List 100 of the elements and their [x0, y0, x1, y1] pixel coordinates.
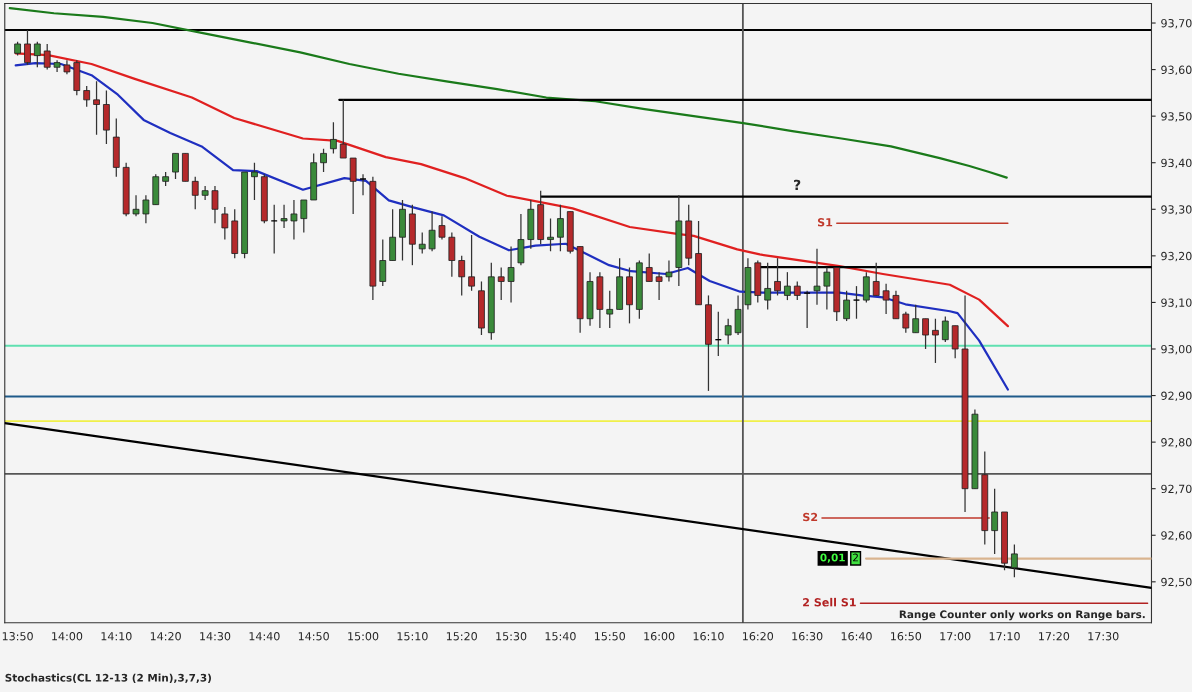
candlestick — [774, 257, 781, 297]
x-tick-label: 16:00 — [644, 632, 675, 641]
x-tick-label: 15:40 — [545, 632, 576, 641]
x-tick-label: 17:10 — [989, 632, 1020, 641]
candlestick — [280, 204, 288, 229]
x-tick-label: 16:50 — [891, 632, 922, 641]
candlestick — [468, 234, 475, 292]
x-tick-label: 17:30 — [1088, 632, 1119, 641]
annotation: Range Counter only works on Range bars. — [899, 610, 1145, 621]
candlestick — [813, 248, 821, 306]
series-label: S1 — [817, 218, 833, 227]
candlestick — [872, 262, 880, 297]
candlestick — [93, 80, 100, 136]
candlestick — [645, 252, 653, 283]
candlestick — [902, 311, 910, 334]
candlestick — [764, 262, 772, 311]
x-tick-label: 15:20 — [446, 632, 477, 641]
x-tick-label: 14:00 — [52, 632, 83, 641]
candlestick — [665, 259, 673, 283]
candlestick — [922, 318, 929, 350]
candlestick — [191, 176, 199, 210]
x-tick-label: 15:10 — [397, 632, 428, 641]
candlestick — [270, 204, 278, 255]
candlestick — [547, 217, 554, 252]
candlestick — [1011, 543, 1018, 578]
line-series — [8, 7, 1008, 179]
x-tick-label: 16:30 — [792, 632, 823, 641]
x-tick-label: 16:40 — [841, 632, 872, 641]
annotation: 2 — [853, 553, 858, 562]
candlestick — [211, 185, 219, 224]
y-tick-label: 93,10 — [1161, 298, 1192, 308]
candlestick — [951, 325, 959, 359]
candlestick — [458, 255, 466, 297]
x-tick-label: 14:50 — [298, 632, 329, 641]
candlestick — [43, 43, 51, 71]
candlestick — [734, 294, 742, 336]
y-tick-label: 93,20 — [1161, 251, 1192, 262]
x-tick-label: 14:30 — [200, 632, 231, 641]
candlestick — [843, 290, 850, 322]
candlestick — [330, 121, 337, 155]
x-tick-label: 16:20 — [742, 632, 774, 641]
x-tick-label: 15:50 — [594, 632, 626, 641]
candlestick — [349, 157, 357, 215]
annotation: 0,01 — [820, 553, 845, 563]
candlestick — [438, 215, 446, 241]
y-tick-label: 93,70 — [1161, 18, 1192, 29]
y-tick-label: 92,90 — [1161, 391, 1192, 402]
series-label: 2 Sell S1 — [803, 597, 856, 607]
candlestick — [892, 290, 900, 320]
x-tick-label: 17:00 — [940, 632, 971, 641]
y-tick-label: 93,00 — [1161, 344, 1192, 355]
candlestick — [379, 238, 387, 287]
y-tick-label: 92,50 — [1161, 577, 1192, 588]
candlestick — [862, 271, 870, 304]
candlestick — [852, 285, 861, 320]
candlestick — [24, 29, 31, 66]
candlestick — [784, 271, 791, 301]
text: Stochastics(CL 12-13 (2 Min),3,7,3) — [5, 673, 211, 684]
candlestick — [823, 266, 831, 311]
candlestick — [359, 173, 367, 196]
y-tick-label: 93,40 — [1161, 158, 1192, 169]
candlestick — [793, 280, 801, 301]
candlestick — [201, 185, 209, 201]
candlestick — [724, 318, 732, 345]
candlestick — [606, 290, 614, 329]
candlestick — [428, 210, 436, 252]
candlestick — [497, 266, 505, 301]
candlestick — [389, 208, 397, 262]
candlestick — [507, 245, 515, 304]
y-tick-label: 92,80 — [1161, 438, 1192, 448]
candlestick — [339, 99, 347, 159]
candlestick — [517, 213, 525, 266]
x-tick-label: 14:10 — [101, 632, 132, 641]
candlestick — [882, 283, 890, 315]
x-tick-label: 14:40 — [249, 632, 280, 641]
candlestick — [132, 194, 140, 217]
candlestick — [142, 194, 150, 224]
candlestick — [418, 231, 426, 255]
x-tick-label: 17:20 — [1039, 632, 1070, 641]
x-tick-label: 13:50 — [2, 632, 33, 641]
candlestick — [932, 318, 939, 364]
candlestick — [251, 162, 258, 201]
candlestick — [803, 290, 811, 329]
candlestick — [655, 271, 663, 301]
y-tick-label: 92,60 — [1161, 531, 1192, 541]
series-label: S2 — [803, 512, 818, 522]
candlestick — [448, 231, 456, 278]
candlestick — [912, 304, 920, 334]
y-tick-label: 93,50 — [1161, 112, 1192, 122]
x-tick-label: 15:30 — [496, 632, 527, 641]
candlestick — [557, 204, 564, 252]
candlestick — [83, 85, 91, 108]
candlestick — [941, 315, 949, 343]
x-tick-label: 16:10 — [693, 632, 724, 641]
y-tick-label: 93,60 — [1161, 65, 1192, 76]
candlestick — [320, 148, 327, 173]
annotation: ? — [794, 179, 801, 190]
y-tick-label: 93,30 — [1161, 205, 1192, 215]
x-tick-label: 14:20 — [150, 632, 181, 641]
candlestick — [172, 152, 179, 180]
